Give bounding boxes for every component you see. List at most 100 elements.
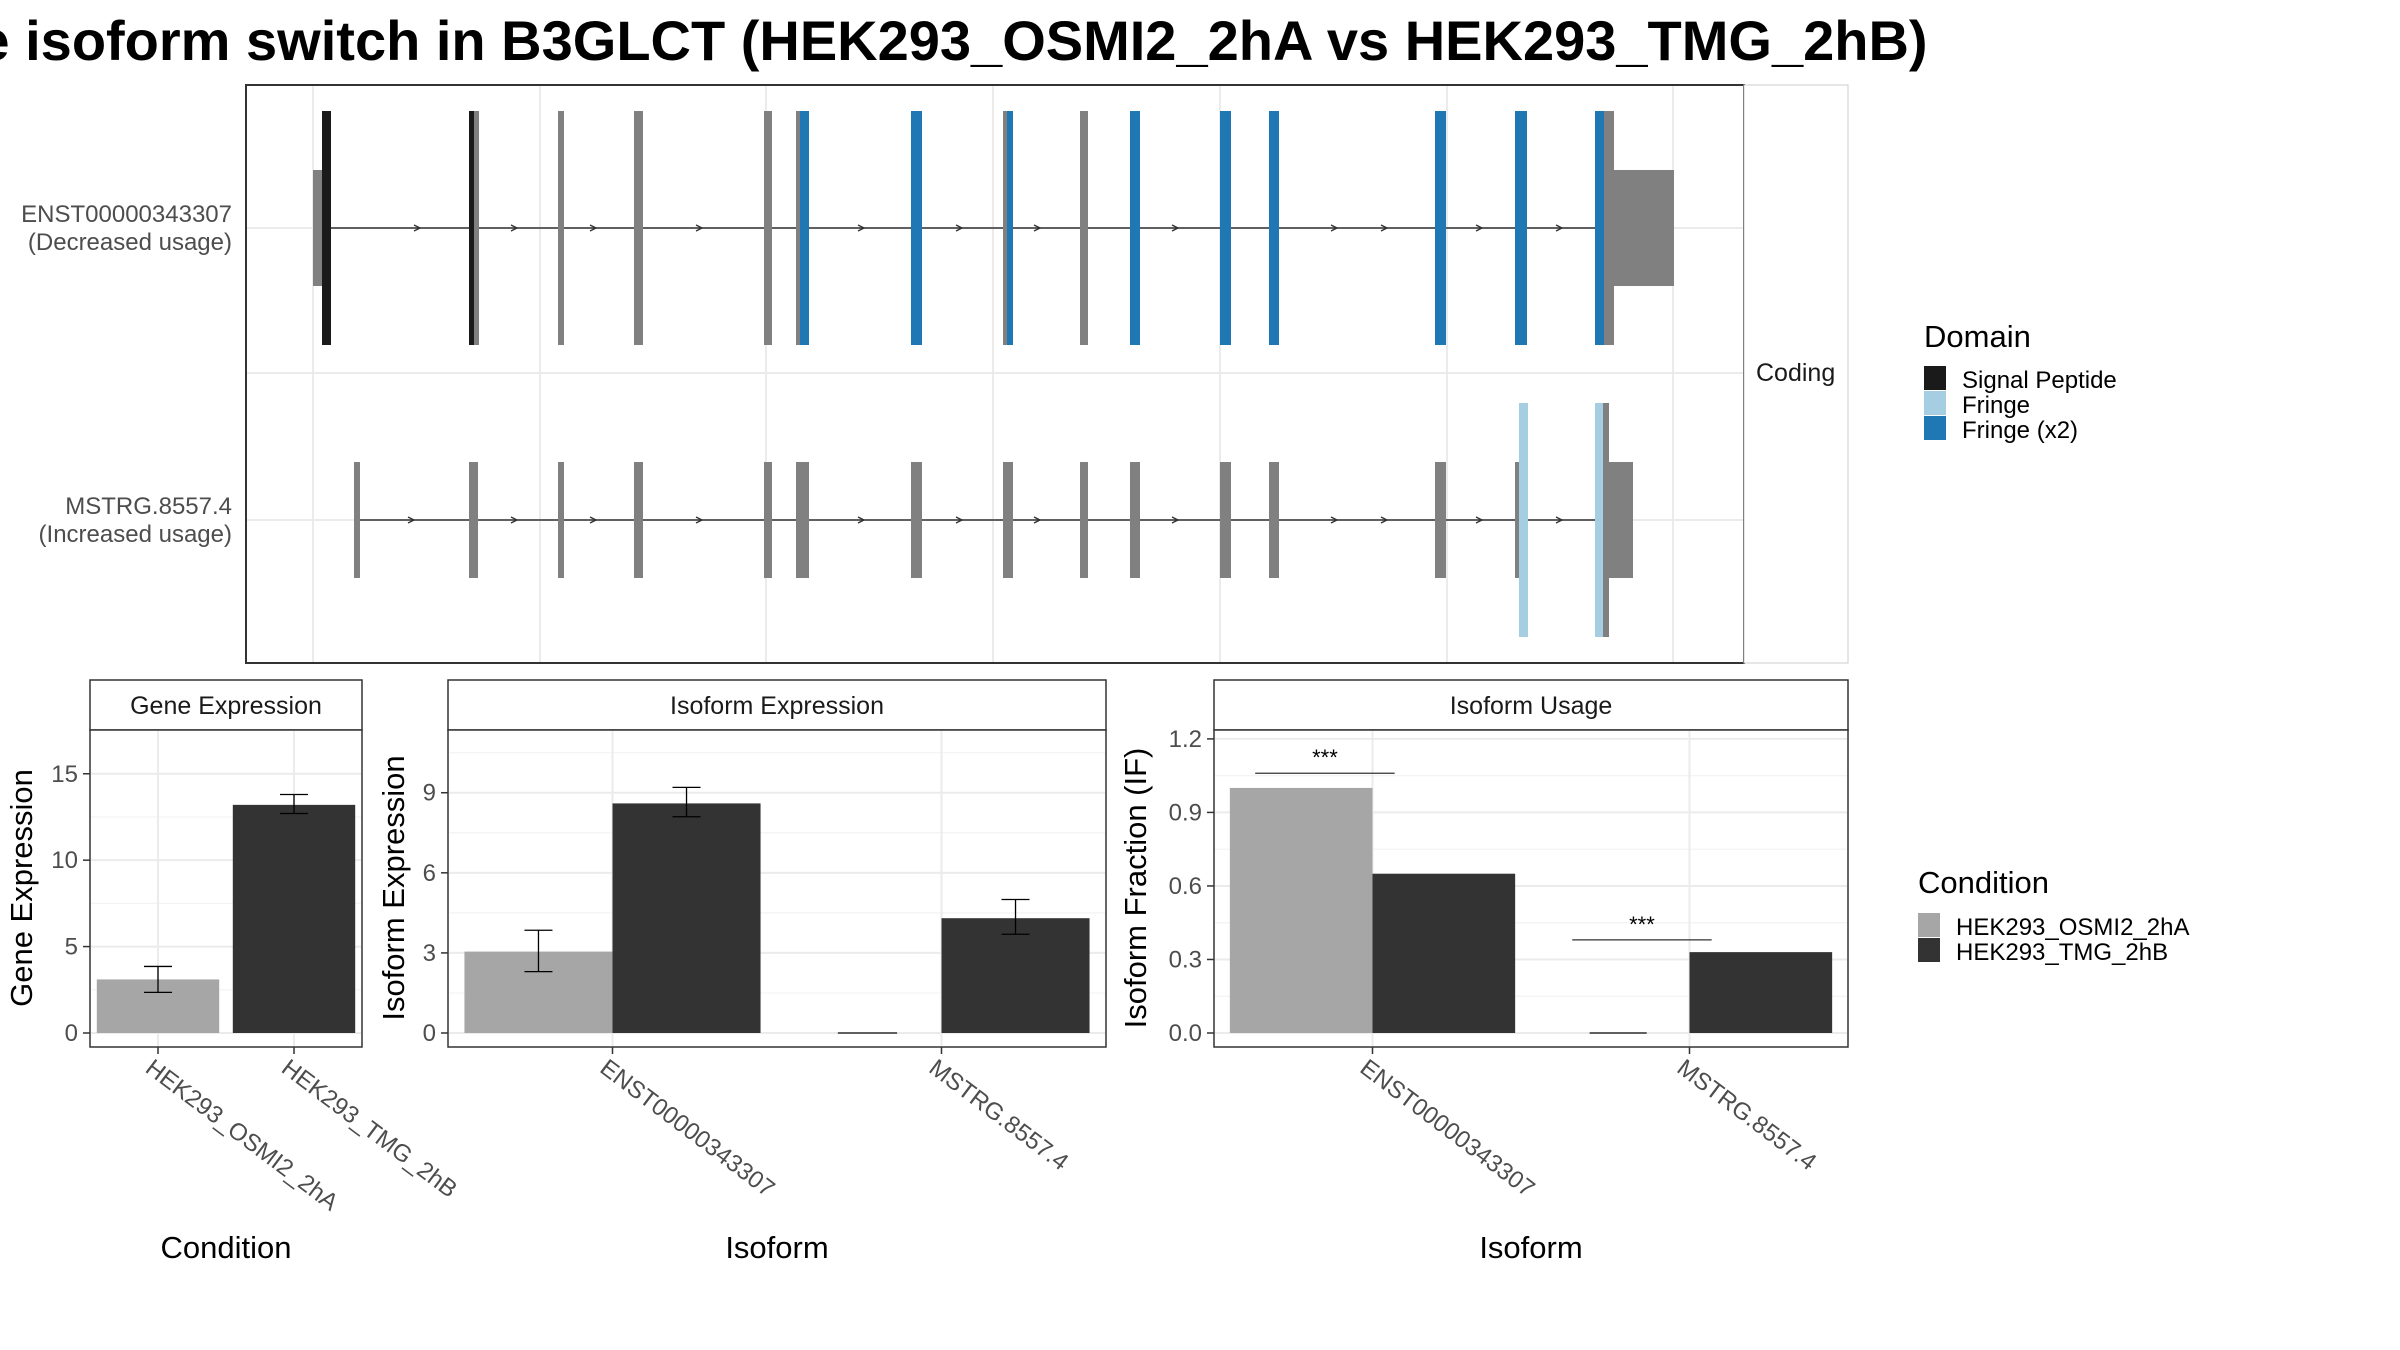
isoform-expression-chart: Isoform Expression 0 3 6 9 ENST00000343307 M… (376, 679, 1107, 1265)
transcript-1-fringe-x2-domain (911, 111, 922, 345)
gene-expression-y-ticks: 0 5 10 15 (51, 761, 90, 1047)
transcript-1-fringe-x2-domain (1220, 111, 1231, 345)
transcript-2-coding-exon (1603, 403, 1609, 637)
transcript-1-fringe-x2-domain (1269, 111, 1279, 345)
isoform-usage-chart: Isoform Usage *** *** 0.0 0.3 0.6 0.9 1.2 ENS… (1118, 679, 1849, 1265)
condition-legend: Condition HEK293_OSMI2_2hA HEK293_TMG_2h… (1918, 865, 2189, 966)
x-tick-label-enst00000343307: ENST00000343307 (1355, 1054, 1540, 1202)
transcript-label-2-note: (Increased usage) (39, 521, 232, 548)
y-tick-label: 0.3 (1169, 946, 1202, 973)
y-tick-label: 0.6 (1169, 873, 1202, 900)
transcript-2-direction-arrow (1475, 516, 1484, 524)
transcript-2-coding-exon (1220, 462, 1231, 578)
domain-legend-title: Domain (1924, 319, 2031, 354)
transcript-panel: Coding ENST00000343307 (Decreased usage)… (21, 84, 1849, 664)
bar-enst00000343307-hek293-osmi2-2ha (1229, 787, 1373, 1033)
transcript-1-coding-exon (764, 111, 772, 345)
transcript-2-direction-arrow (510, 516, 519, 524)
y-tick-label: 9 (423, 780, 436, 807)
transcript-1-coding-exon (796, 111, 800, 345)
y-tick-label: 0 (423, 1020, 436, 1047)
transcript-1-direction-arrow (589, 224, 598, 232)
transcript-1-coding-exon (634, 111, 643, 345)
transcript-1-direction-arrow (1555, 224, 1564, 232)
transcript-2-direction-arrow (589, 516, 598, 524)
transcript-2-coding-exon (1130, 462, 1140, 578)
x-tick-label-enst00000343307: ENST00000343307 (595, 1054, 780, 1202)
transcript-1-direction-arrow (1380, 224, 1389, 232)
isoform-expression-strip (447, 679, 1107, 731)
transcript-2-direction-arrow (857, 516, 866, 524)
gene-expression-title: Gene Expression (130, 692, 322, 720)
gene-expression-ylabel: Gene Expression (4, 769, 39, 1007)
y-tick-label: 5 (65, 934, 78, 961)
y-tick-label: 0.0 (1169, 1020, 1202, 1047)
bar-mstrg-8557-4-hek293-tmg-2hb (1689, 952, 1833, 1033)
bar-hek293-tmg-2hb (232, 804, 356, 1033)
legend-swatch-condition-b (1918, 938, 1940, 962)
isoform-expression-x-ticks: ENST00000343307 MSTRG.8557.4 (595, 1047, 1073, 1203)
transcript-2-coding-exon (558, 462, 564, 578)
transcript-2-coding-exon (1515, 462, 1519, 578)
isoform-usage-title: Isoform Usage (1450, 692, 1613, 720)
legend-swatch-condition-a (1918, 913, 1940, 937)
transcript-1-direction-arrow (1033, 224, 1042, 232)
legend-label-condition-a: HEK293_OSMI2_2hA (1956, 914, 2189, 941)
transcript-2-coding-exon (354, 462, 360, 578)
y-tick-label: 15 (51, 761, 78, 788)
isoform-usage-xlabel: Isoform (1479, 1230, 1582, 1265)
significance-label-mstrg-8557-4: *** (1629, 912, 1655, 937)
transcript-1-fringe-x2-domain (1515, 111, 1527, 345)
transcript-2-direction-arrow (1380, 516, 1389, 524)
x-tick-label-mstrg-8557-4: MSTRG.8557.4 (1672, 1054, 1821, 1176)
transcript-2-coding-exon (1435, 462, 1446, 578)
transcript-1-utr-exon (1614, 170, 1674, 286)
domain-legend: Domain Signal Peptide Fringe Fringe (x2) (1924, 319, 2117, 444)
transcript-2-direction-arrow (407, 516, 416, 524)
bar-enst00000343307-hek293-tmg-2hb (1372, 873, 1516, 1033)
isoform-usage-y-ticks: 0.0 0.3 0.6 0.9 1.2 (1169, 726, 1214, 1047)
transcript-2-direction-arrow (955, 516, 964, 524)
isoform-usage-marks: *** *** (1229, 745, 1833, 1034)
legend-swatch-fringe-x2 (1924, 416, 1946, 440)
transcript-1-coding-exon (1080, 111, 1088, 345)
transcript-2-coding-exon (1269, 462, 1279, 578)
significance-label-enst00000343307: *** (1312, 745, 1338, 770)
transcript-1-direction-arrow (955, 224, 964, 232)
coding-strip-label: Coding (1756, 359, 1835, 387)
transcript-1-fringe-x2-domain (1595, 111, 1604, 345)
transcript-1-coding-exon (558, 111, 564, 345)
transcript-2-coding-exon (469, 462, 478, 578)
isoform-usage-strip (1213, 679, 1849, 731)
transcript-1-direction-arrow (413, 224, 422, 232)
y-tick-label: 6 (423, 860, 436, 887)
transcript-1-fringe-x2-domain (1435, 111, 1446, 345)
transcript-label-1-note: (Decreased usage) (28, 229, 232, 256)
isoform-usage-ylabel: Isoform Fraction (IF) (1118, 748, 1153, 1029)
figure-title: The isoform switch in B3GLCT (HEK293_OSM… (0, 9, 1928, 72)
transcript-2-coding-exon (1003, 462, 1013, 578)
transcript-2-coding-exon (911, 462, 922, 578)
x-tick-label-mstrg-8557-4: MSTRG.8557.4 (924, 1054, 1073, 1176)
gene-expression-strip (89, 679, 363, 731)
gene-expression-xlabel: Condition (161, 1230, 292, 1265)
transcript-label-1-id: ENST00000343307 (21, 201, 232, 228)
legend-swatch-fringe (1924, 391, 1946, 415)
y-tick-label: 3 (423, 940, 436, 967)
transcript-1-coding-exon (474, 111, 479, 345)
transcript-2-fringe-domain (1519, 403, 1528, 637)
transcript-1-fringe-x2-domain (1007, 111, 1013, 345)
transcript-1-direction-arrow (695, 224, 704, 232)
y-tick-label: 0.9 (1169, 799, 1202, 826)
transcript-1-direction-arrow (857, 224, 866, 232)
transcript-1-fringe-x2-domain (1130, 111, 1140, 345)
transcript-label-2-id: MSTRG.8557.4 (65, 493, 232, 520)
isoform-usage-x-ticks: ENST00000343307 MSTRG.8557.4 (1355, 1047, 1821, 1203)
transcript-2-direction-arrow (1555, 516, 1564, 524)
y-tick-label: 0 (65, 1020, 78, 1047)
legend-label-fringe-x2: Fringe (x2) (1962, 417, 2078, 444)
legend-label-fringe: Fringe (1962, 392, 2030, 419)
transcript-2-direction-arrow (1033, 516, 1042, 524)
